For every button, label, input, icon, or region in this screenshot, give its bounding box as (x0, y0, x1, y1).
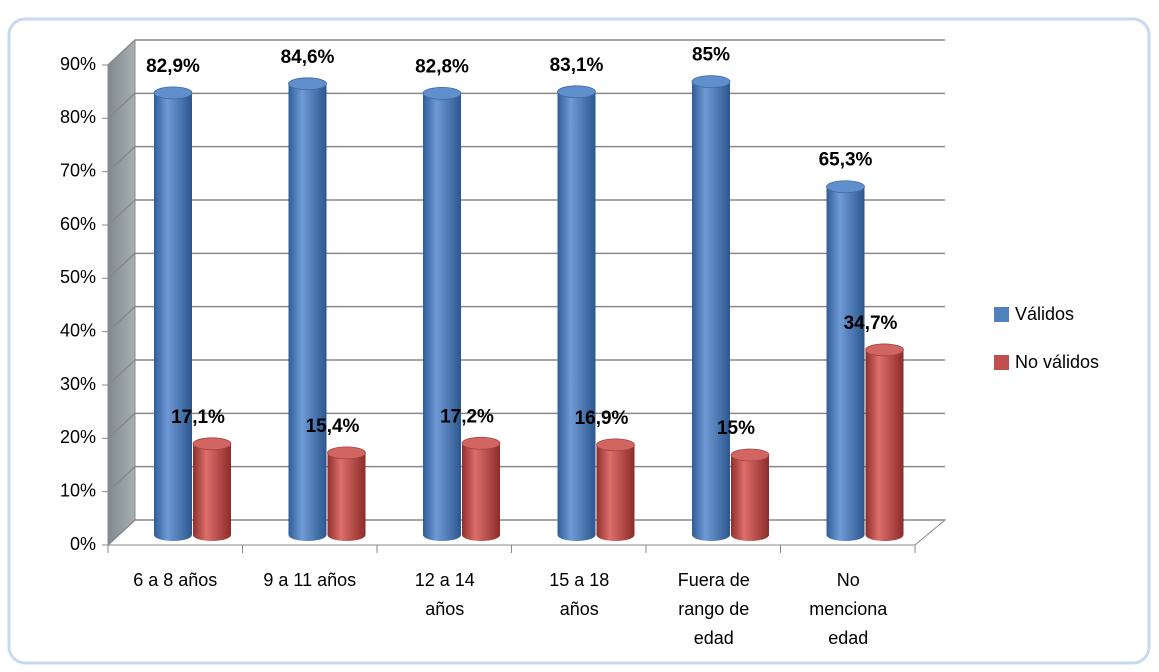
y-tick-label: 20% (60, 427, 96, 447)
y-tick-label: 80% (60, 107, 96, 127)
y-tick-label: 70% (60, 160, 96, 180)
x-tick-label: 12 a 14 años (414, 570, 475, 619)
grid-line-side (107, 252, 136, 279)
data-label: 83,1% (550, 55, 604, 76)
data-label: 34,7% (844, 313, 898, 334)
bar (730, 448, 770, 541)
x-tick-label: 9 a 11 años (263, 570, 357, 590)
grid-line-side (107, 146, 136, 173)
grid-line-side (107, 466, 136, 493)
bar (691, 75, 731, 542)
y-tick-label: 30% (60, 374, 96, 394)
cylinder-body (193, 443, 231, 541)
legend-label: No válidos (1015, 352, 1099, 372)
cylinder-body (596, 444, 635, 541)
legend-label: Válidos (1015, 304, 1074, 324)
cylinder-top (461, 436, 501, 450)
y-tick-label: 60% (60, 214, 96, 234)
data-label: 65,3% (819, 150, 873, 171)
cylinder-top (422, 87, 462, 100)
cylinder-body (327, 452, 366, 541)
cylinder-top (691, 75, 731, 89)
y-tick-label: 40% (60, 320, 96, 340)
cylinder-top (826, 180, 865, 194)
legend-swatch (994, 307, 1009, 322)
cylinder-top (192, 437, 232, 451)
cylinder-top (730, 448, 770, 462)
side-wall (107, 38, 136, 547)
data-label: 15,4% (306, 416, 360, 437)
bar (865, 343, 904, 541)
cylinder-body (154, 92, 192, 541)
bar (288, 77, 327, 541)
bar (826, 180, 865, 541)
data-label: 17,1% (171, 407, 225, 428)
grid-line-side (107, 306, 136, 333)
grid-line-side (107, 359, 136, 386)
x-tick-label: 6 a 8 años (133, 570, 218, 590)
bar (557, 85, 596, 542)
legend-swatch (994, 355, 1009, 370)
data-label: 82,8% (415, 56, 469, 77)
bar (153, 86, 193, 541)
y-tick-label: 50% (60, 267, 96, 287)
bar (422, 87, 462, 542)
cylinder-top (596, 438, 635, 452)
x-tick-label: Fuera de rango de edad (677, 570, 750, 648)
bar (327, 446, 366, 541)
cylinder-top (288, 77, 327, 91)
cylinder-body (423, 93, 461, 542)
y-tick-label: 10% (60, 480, 96, 500)
grid-line-side (107, 519, 136, 546)
grid-line-side (107, 92, 136, 119)
data-label: 84,6% (281, 47, 335, 68)
data-label: 17,2% (440, 406, 494, 427)
cylinder-body (462, 443, 500, 541)
data-label: 15% (717, 418, 755, 439)
bar (596, 438, 635, 541)
cylinder-top (327, 446, 366, 460)
cylinder-top (865, 343, 904, 357)
x-tick-label: 15 a 18 años (549, 570, 610, 619)
cylinder-body (692, 81, 730, 542)
data-label: 85% (692, 45, 730, 66)
bar (192, 437, 232, 541)
cylinder-top (153, 86, 193, 100)
y-tick-label: 90% (60, 54, 96, 74)
bar (461, 436, 501, 541)
x-tick-label: No menciona edad (809, 570, 888, 648)
cylinder-body (731, 455, 769, 541)
grid-line-side (107, 412, 136, 439)
cylinder-body (826, 186, 865, 541)
grid-line-side (107, 199, 136, 226)
data-label: 82,9% (146, 56, 200, 77)
y-tick-label: 0% (70, 534, 96, 554)
cylinder-top (557, 85, 596, 99)
data-label: 16,9% (575, 408, 629, 429)
grid-line-side (107, 39, 136, 66)
cylinder-body (865, 349, 904, 541)
cylinder-body (288, 83, 327, 541)
cylinder-body (557, 91, 596, 542)
